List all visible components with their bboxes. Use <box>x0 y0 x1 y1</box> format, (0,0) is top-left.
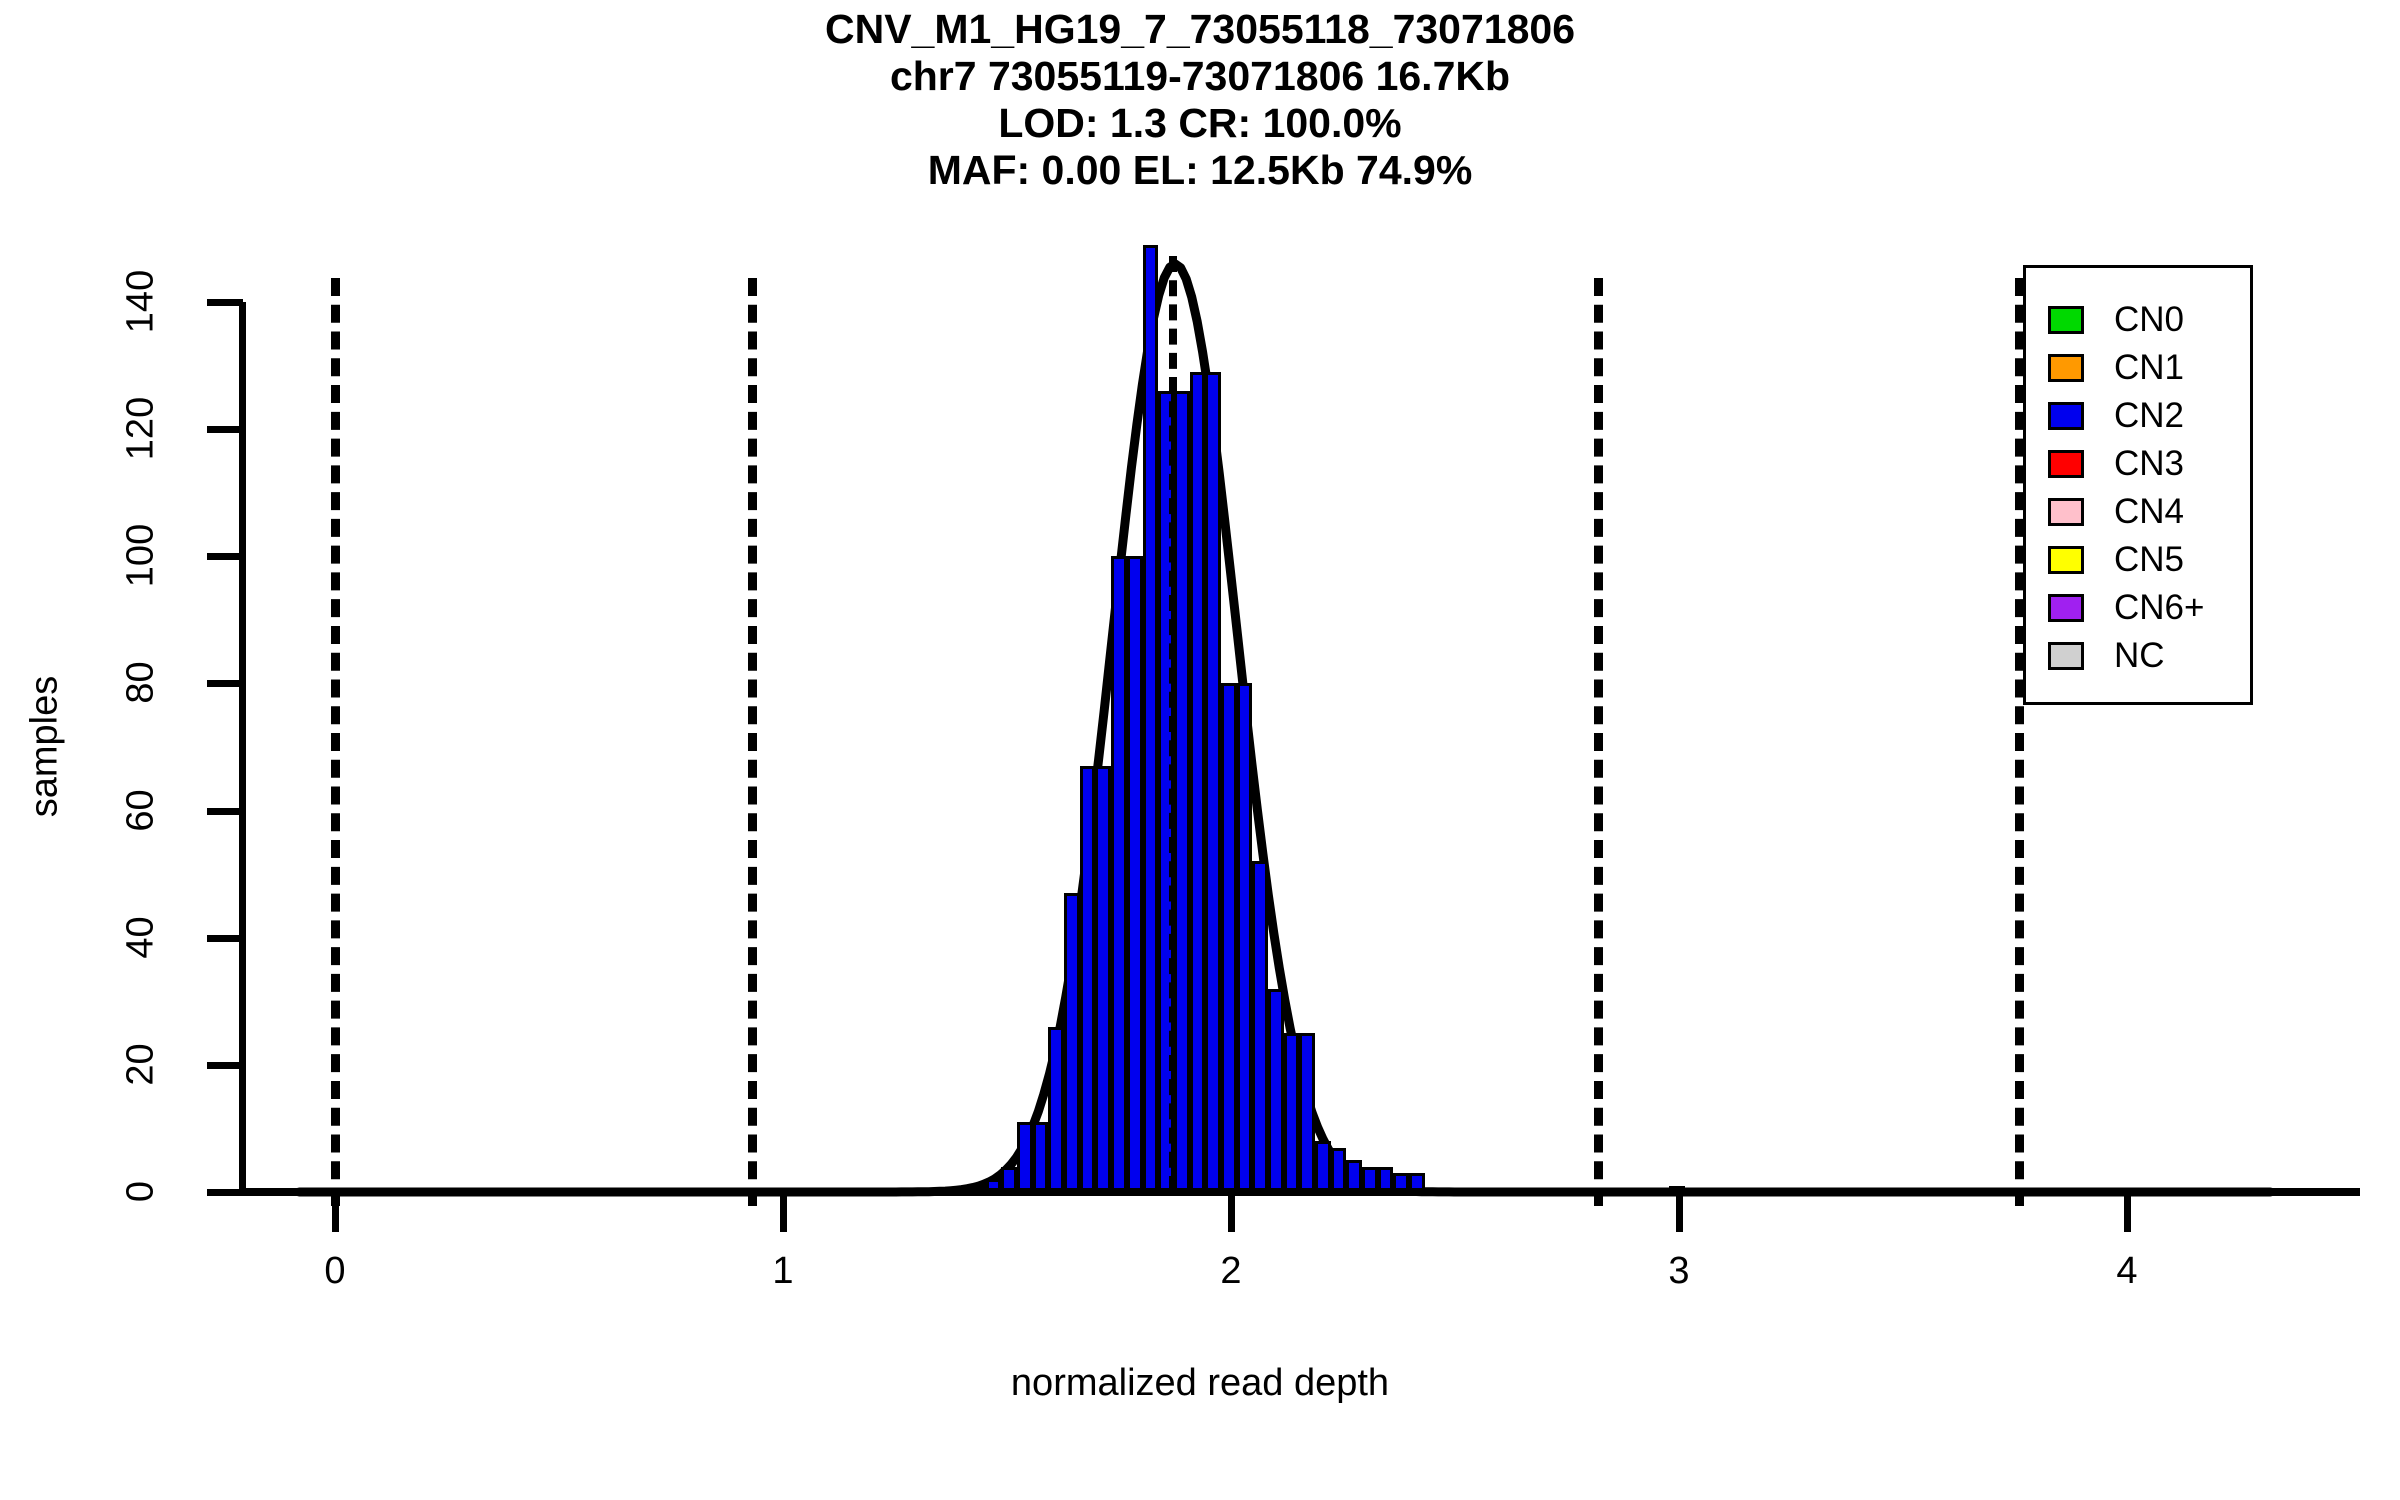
threshold-line <box>1594 278 1604 1206</box>
mean-line <box>1168 255 1177 1192</box>
histogram-bar <box>1032 1122 1049 1192</box>
x-axis-label: normalized read depth <box>1010 1362 1390 1404</box>
x-tick <box>1676 1196 1683 1232</box>
legend-label: CN5 <box>2114 540 2185 579</box>
legend-label: NC <box>2114 636 2165 675</box>
x-tick <box>2124 1196 2131 1232</box>
legend-item-cn0[interactable]: CN0 <box>2048 300 2184 340</box>
legend-label: CN2 <box>2114 396 2185 435</box>
legend-item-cn3[interactable]: CN3 <box>2048 444 2184 484</box>
histogram-bar <box>1017 1122 1033 1192</box>
legend-swatch-icon <box>2048 546 2084 574</box>
legend-item-cn5[interactable]: CN5 <box>2048 540 2184 580</box>
histogram-bar <box>1095 766 1112 1192</box>
histogram-bar <box>1142 244 1159 1192</box>
threshold-line <box>2015 278 2025 1206</box>
histogram-bar <box>1330 1147 1347 1192</box>
chart-title: CNV_M1_HG19_7_73055118_73071806 chr7 730… <box>0 6 2400 194</box>
histogram-bar <box>1126 556 1143 1192</box>
legend-item-cn2[interactable]: CN2 <box>2048 396 2184 436</box>
y-tick-label: 140 <box>119 269 162 334</box>
y-tick <box>207 553 243 561</box>
y-tick <box>207 1061 243 1069</box>
legend-item-cn4[interactable]: CN4 <box>2048 492 2184 532</box>
x-tick-label: 3 <box>1668 1250 1690 1292</box>
legend-swatch-icon <box>2048 306 2084 334</box>
title-line-4: MAF: 0.00 EL: 12.5Kb 74.9% <box>927 147 1473 193</box>
legend-label: CN0 <box>2114 300 2185 339</box>
histogram-bar <box>1079 766 1096 1192</box>
x-tick <box>1228 1196 1235 1232</box>
y-tick-label: 40 <box>119 916 162 959</box>
title-line-3: LOD: 1.3 CR: 100.0% <box>998 100 1402 146</box>
histogram-bar <box>1299 1033 1315 1192</box>
y-axis <box>239 302 246 1192</box>
y-tick <box>207 426 243 434</box>
histogram-bar <box>1267 988 1284 1192</box>
threshold-line <box>747 278 757 1206</box>
histogram-bar <box>1236 683 1253 1192</box>
histogram-bar <box>1064 893 1080 1192</box>
legend-item-nc[interactable]: NC <box>2048 636 2165 676</box>
legend-swatch-icon <box>2048 642 2084 670</box>
legend-item-cn6plus[interactable]: CN6+ <box>2048 588 2204 628</box>
title-line-1: CNV_M1_HG19_7_73055118_73071806 <box>824 6 1575 52</box>
legend-label: CN1 <box>2114 348 2185 387</box>
x-tick-label: 4 <box>2116 1250 2138 1292</box>
legend: CN0 CN1 CN2 CN3 CN4 CN5 CN6+ NC <box>2023 265 2253 705</box>
legend-swatch-icon <box>2048 594 2084 622</box>
x-axis <box>243 1188 2360 1196</box>
x-tick <box>780 1196 787 1232</box>
y-tick-label: 100 <box>119 524 162 588</box>
y-tick <box>207 1189 243 1196</box>
legend-swatch-icon <box>2048 402 2084 430</box>
histogram-bar <box>1189 371 1206 1192</box>
y-axis-label: samples <box>23 675 66 818</box>
legend-label: CN4 <box>2114 492 2185 531</box>
histogram-bar <box>1205 371 1221 1192</box>
x-tick-label: 1 <box>772 1250 794 1292</box>
histogram-bar <box>1315 1141 1331 1192</box>
title-line-2: chr7 73055119-73071806 16.7Kb <box>889 53 1511 99</box>
y-tick <box>207 680 243 688</box>
legend-swatch-icon <box>2048 450 2084 478</box>
y-tick-label: 0 <box>119 1180 162 1203</box>
legend-swatch-icon <box>2048 498 2084 526</box>
y-tick <box>207 934 243 942</box>
histogram-bar <box>1111 556 1127 1192</box>
legend-item-cn1[interactable]: CN1 <box>2048 348 2184 388</box>
y-tick <box>207 299 243 306</box>
legend-swatch-icon <box>2048 354 2084 382</box>
legend-label: CN6+ <box>2114 588 2205 627</box>
histogram-bar <box>1252 861 1268 1192</box>
threshold-line <box>331 278 340 1206</box>
legend-label: CN3 <box>2114 444 2185 483</box>
y-tick-label: 80 <box>119 661 162 705</box>
x-tick-label: 2 <box>1220 1250 1242 1292</box>
histogram-bar <box>1283 1033 1300 1192</box>
y-tick-label: 60 <box>119 788 162 832</box>
histogram-bar <box>1048 1026 1065 1192</box>
y-tick-label: 20 <box>119 1043 162 1086</box>
y-tick-label: 120 <box>119 396 162 461</box>
histogram-bar <box>1220 683 1237 1192</box>
x-tick-label: 0 <box>324 1250 346 1292</box>
y-tick <box>207 807 243 815</box>
x-tick <box>332 1196 339 1232</box>
